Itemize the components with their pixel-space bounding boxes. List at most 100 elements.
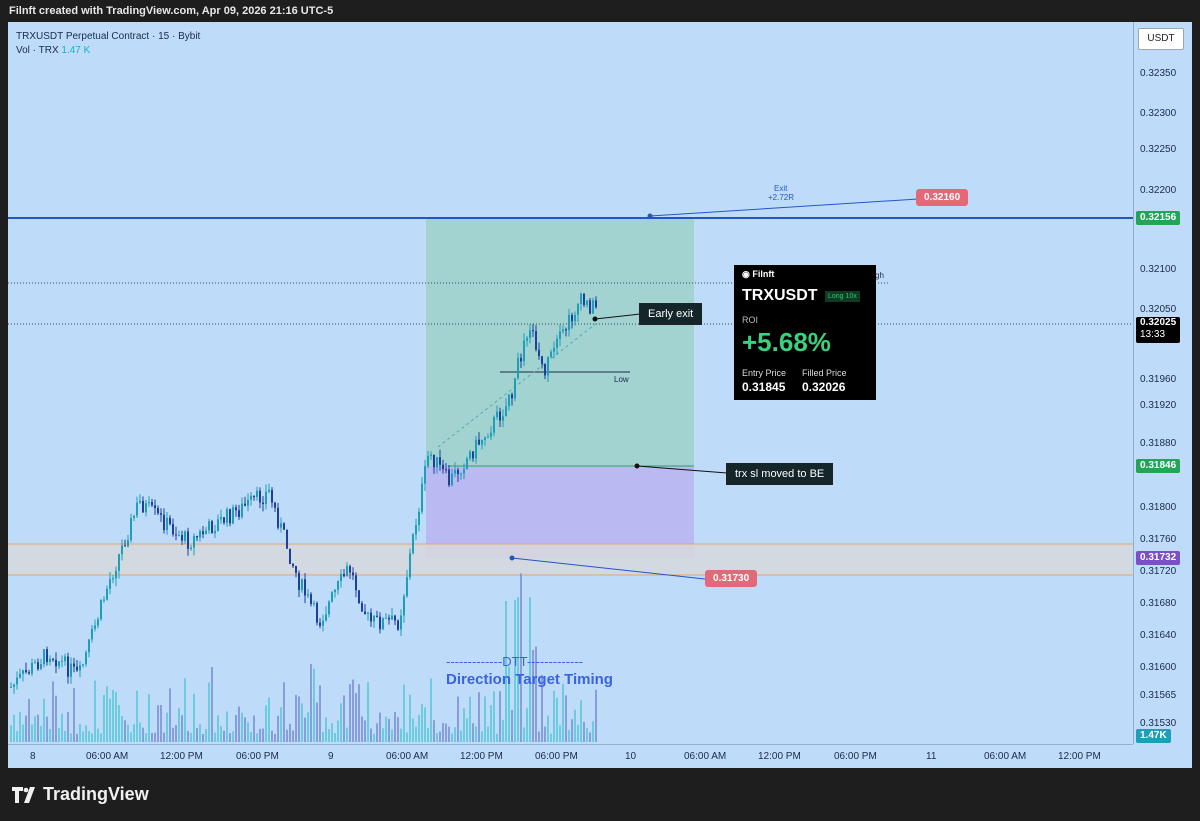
candle-body (352, 572, 354, 576)
volume-bar (580, 700, 582, 742)
candle-body (589, 300, 591, 314)
candle-body (307, 594, 309, 596)
candle-body (202, 531, 204, 535)
volume-bar (427, 727, 429, 742)
current-price-tag: 0.32025 13:33 (1136, 317, 1181, 343)
price-tick: 0.31960 (1140, 374, 1177, 385)
candle-body (157, 508, 159, 514)
volume-bar (400, 728, 402, 742)
volume-bar (292, 730, 294, 742)
candle-body (403, 596, 405, 616)
volume-bar (124, 720, 126, 742)
volume-bar (304, 717, 306, 742)
candle-body (340, 574, 342, 582)
candle-body (313, 603, 315, 605)
volume-bar (181, 715, 183, 742)
volume-bar (16, 730, 18, 742)
low-label: Low (614, 375, 629, 384)
volume-bar (277, 715, 279, 742)
high-label: gh (875, 271, 884, 280)
volume-bar (286, 729, 288, 742)
candle-body (271, 489, 273, 503)
candle-body (286, 529, 288, 549)
volume-bar (280, 707, 282, 742)
candle-body (493, 417, 495, 433)
volume-bar (370, 728, 372, 742)
candle-body (70, 663, 72, 677)
volume-bar (79, 724, 81, 742)
volume-bar (127, 724, 129, 742)
candle-body (112, 578, 114, 580)
volume-bar (262, 728, 264, 742)
candle-body (34, 662, 36, 664)
volume-bar (34, 716, 36, 742)
price-tick: 0.31880 (1140, 438, 1177, 449)
candle-body (370, 612, 372, 622)
candle-body (409, 553, 411, 578)
volume-bar (418, 715, 420, 742)
candle-body (472, 451, 474, 459)
candle-body (583, 293, 585, 305)
price-tick: 0.31920 (1140, 400, 1177, 411)
candle-body (301, 579, 303, 591)
candle-body (532, 330, 534, 332)
candle-body (91, 628, 93, 640)
candle-body (61, 660, 63, 662)
exit-price-tag[interactable]: 0.32160 (916, 189, 969, 206)
volume-bar (265, 705, 267, 742)
candle-body (148, 502, 150, 504)
chart-plot[interactable] (8, 22, 1133, 744)
low-price-tag[interactable]: 0.31730 (705, 570, 758, 587)
volume-bar (52, 681, 54, 742)
volume-bar (22, 724, 24, 742)
volume-bar (409, 694, 411, 742)
volume-legend: Vol · TRX 1.47 K (16, 44, 200, 58)
volume-bar (25, 715, 27, 742)
volume-bar (202, 733, 204, 742)
volume-bar (223, 730, 225, 742)
roi-label: ROI (742, 315, 759, 325)
volume-bar (61, 713, 63, 742)
candle-body (106, 588, 108, 600)
volume-bar (445, 723, 447, 742)
candle-body (253, 495, 255, 498)
volume-bar (112, 689, 114, 742)
volume-bar (46, 716, 48, 742)
price-tick: 0.32050 (1140, 304, 1177, 315)
early-exit-label[interactable]: Early exit (639, 303, 703, 325)
attribution-bar: Filnft created with TradingView.com, Apr… (0, 0, 1200, 22)
volume-bar (457, 696, 459, 742)
candle-body (22, 670, 24, 674)
pnl-leverage-badge: Long 10x (825, 291, 860, 302)
time-label: 12:00 PM (1058, 751, 1101, 762)
volume-bar (253, 715, 255, 742)
volume-bar (442, 723, 444, 742)
low-price-axis-tag: 0.31732 (1136, 551, 1181, 565)
time-label: 8 (30, 751, 36, 762)
chart-frame[interactable]: TRXUSDT Perpetual Contract · 15 · Bybit … (8, 22, 1192, 768)
footer: TradingView (0, 768, 1200, 821)
volume-bar (391, 729, 393, 742)
sl-moved-label[interactable]: trx sl moved to BE (726, 463, 834, 485)
time-label: 12:00 PM (758, 751, 801, 762)
candle-body (211, 521, 213, 534)
volume-bar (208, 682, 210, 742)
volume-bar (361, 716, 363, 742)
candle-body (163, 514, 165, 531)
volume-bar (82, 731, 84, 742)
candle-body (220, 517, 222, 520)
time-axis[interactable]: 8 06:00 AM 12:00 PM 06:00 PM 9 06:00 AM 12:00 … (8, 744, 1133, 768)
entry-price-label: Entry Price (742, 368, 787, 378)
candles (10, 292, 597, 694)
candle-body (547, 356, 549, 376)
price-axis[interactable]: USDT 0.32350 0.32300 0.32250 0.32200 0.32100… (1133, 22, 1192, 744)
candle-body (424, 466, 426, 484)
currency-selector[interactable]: USDT (1138, 28, 1184, 50)
candle-body (64, 656, 66, 661)
volume-bar (574, 709, 576, 742)
candle-body (577, 304, 579, 315)
be-price-tag: 0.31846 (1136, 459, 1181, 473)
volume-bar (67, 711, 69, 742)
candle-body (436, 457, 438, 468)
candle-body (13, 684, 15, 687)
